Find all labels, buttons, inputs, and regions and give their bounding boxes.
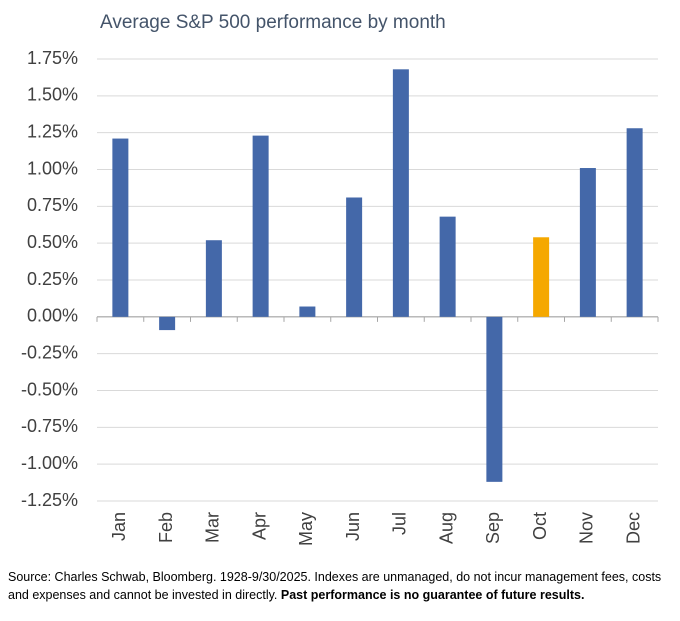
x-tick-label: Aug xyxy=(436,512,456,544)
bar xyxy=(579,168,596,317)
x-tick-label: Mar xyxy=(203,512,223,543)
x-tick-label: Feb xyxy=(156,512,176,543)
x-tick-label: Apr xyxy=(249,512,269,540)
y-tick-label: -0.75% xyxy=(21,416,78,436)
page: {"chart_data": {"type": "bar", "title": … xyxy=(8,12,662,602)
chart: Average S&P 500 performance by month -1.… xyxy=(21,12,659,546)
y-tick-label: 0.75% xyxy=(27,195,78,215)
x-tick-label: Oct xyxy=(530,512,550,540)
chart-title: Average S&P 500 performance by month xyxy=(100,12,446,33)
y-tick-label: 0.50% xyxy=(27,232,78,252)
y-tick-label: 0.00% xyxy=(27,306,78,326)
source: Source: Charles Schwab, Bloomberg. 1928-… xyxy=(8,570,662,602)
bar xyxy=(626,128,643,317)
x-tick-label: Sep xyxy=(483,512,503,544)
y-tick-label: 1.25% xyxy=(27,121,78,141)
bar xyxy=(159,316,176,331)
y-tick-label: 1.00% xyxy=(27,158,78,178)
bar xyxy=(486,316,503,482)
bar xyxy=(252,135,269,317)
y-tick-label: 1.50% xyxy=(27,85,78,105)
y-tick-label: 1.75% xyxy=(27,48,78,68)
bar xyxy=(205,240,222,317)
x-tick-label: Dec xyxy=(623,512,643,544)
x-tick-label: Jul xyxy=(390,512,410,535)
footnote: Source: Charles Schwab, Bloomberg. 1928-… xyxy=(8,568,672,604)
bar xyxy=(439,216,456,317)
x-tick-label: Nov xyxy=(577,512,597,544)
y-tick-label: -0.25% xyxy=(21,342,78,362)
y-tick-label: 0.25% xyxy=(27,269,78,289)
x-tick-label: Jun xyxy=(343,512,363,541)
bar xyxy=(533,237,550,317)
source-bold: Past performance is no guarantee of futu… xyxy=(280,588,585,602)
y-tick-label: -1.25% xyxy=(21,490,78,510)
bar xyxy=(392,69,409,317)
bar xyxy=(346,197,363,317)
bar xyxy=(112,138,129,317)
x-tick-label: Jan xyxy=(109,512,129,541)
x-tick-label: May xyxy=(296,512,316,546)
y-tick-label: -1.00% xyxy=(21,453,78,473)
bar xyxy=(299,306,316,317)
y-tick-label: -0.50% xyxy=(21,379,78,399)
